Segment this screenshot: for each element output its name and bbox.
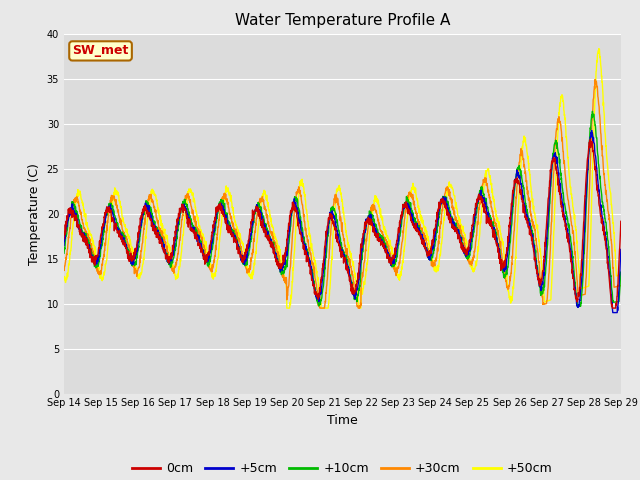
X-axis label: Time: Time — [327, 414, 358, 427]
Title: Water Temperature Profile A: Water Temperature Profile A — [235, 13, 450, 28]
Y-axis label: Temperature (C): Temperature (C) — [28, 163, 41, 264]
Legend: 0cm, +5cm, +10cm, +30cm, +50cm: 0cm, +5cm, +10cm, +30cm, +50cm — [127, 457, 557, 480]
Text: SW_met: SW_met — [72, 44, 129, 58]
